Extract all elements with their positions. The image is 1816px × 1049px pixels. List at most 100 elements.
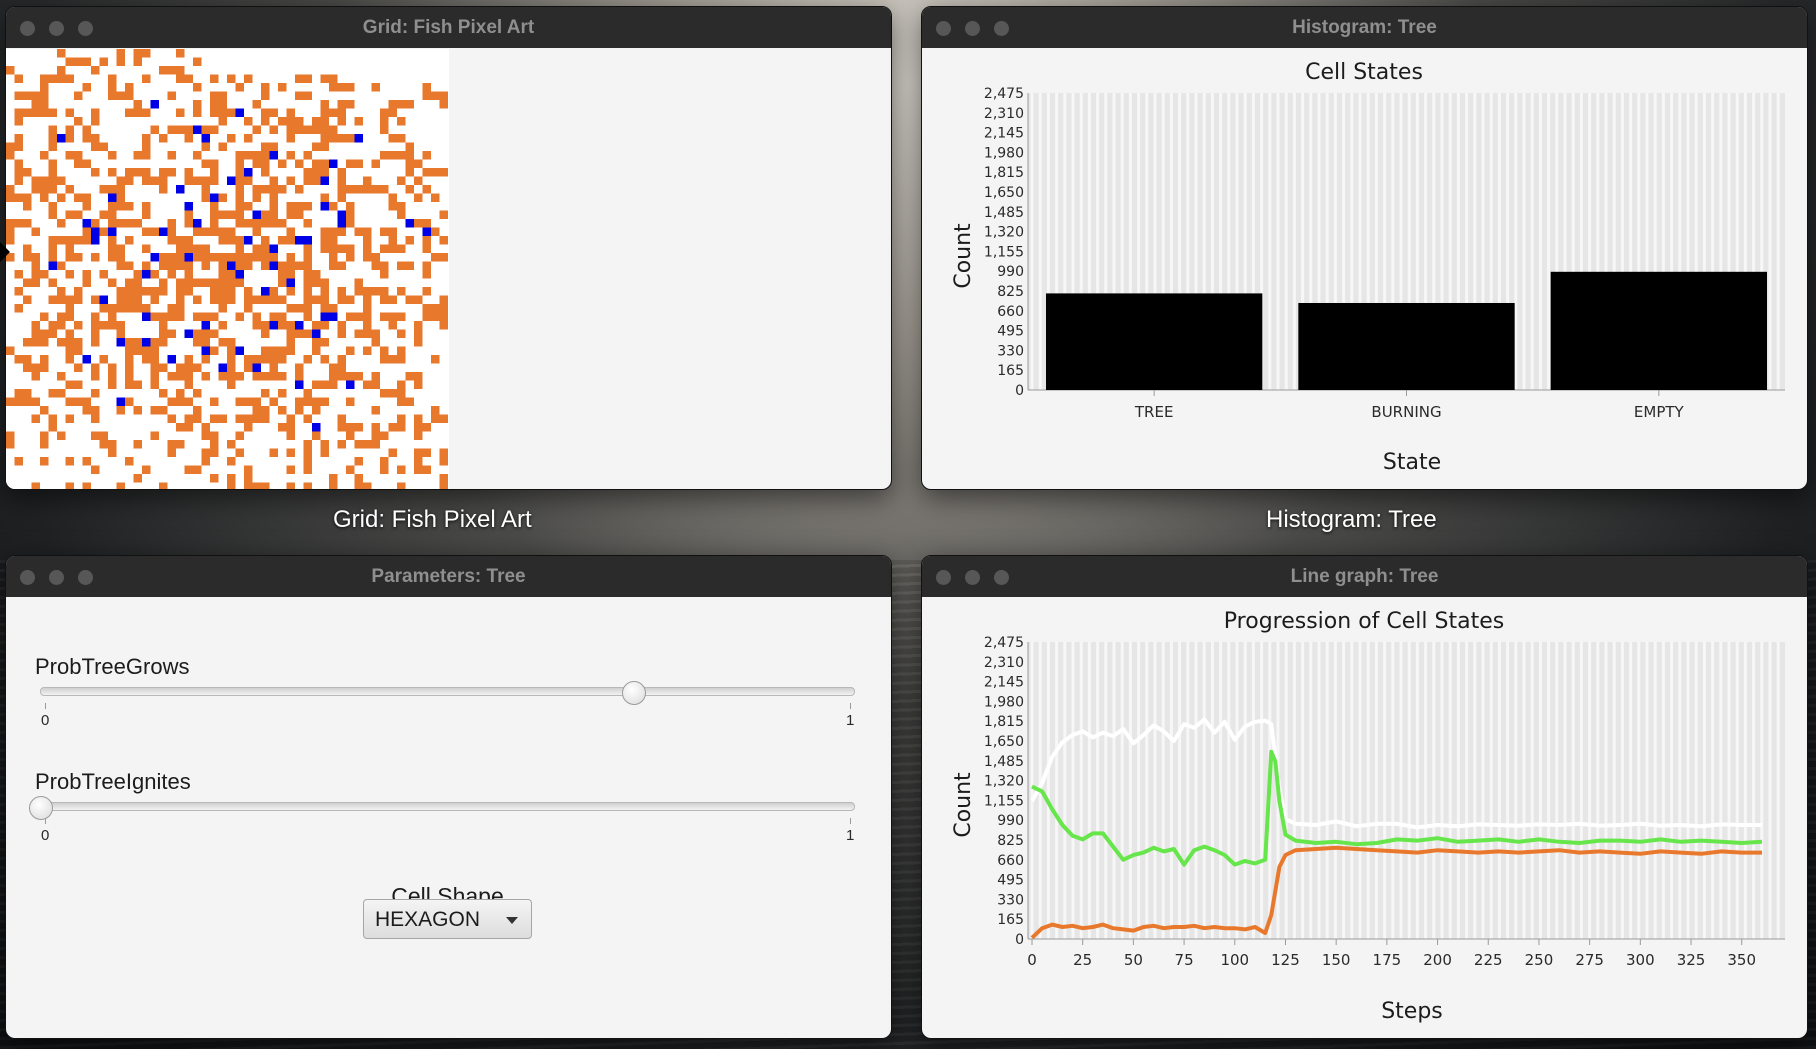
tree-cell bbox=[252, 414, 261, 423]
slider-track-prob-tree-grows[interactable] bbox=[40, 687, 855, 696]
close-window-button[interactable] bbox=[936, 570, 951, 585]
tree-cell bbox=[397, 414, 406, 423]
tree-cell bbox=[6, 142, 15, 151]
zoom-window-button[interactable] bbox=[994, 21, 1009, 36]
cell-grid[interactable] bbox=[6, 49, 891, 489]
y-tick-label: 1,815 bbox=[984, 165, 1024, 181]
tree-cell bbox=[278, 83, 287, 92]
tree-cell bbox=[303, 278, 312, 287]
minimize-window-button[interactable] bbox=[49, 570, 64, 585]
tree-cell bbox=[312, 406, 321, 415]
tree-cell bbox=[337, 168, 346, 177]
tree-cell bbox=[346, 219, 355, 228]
tree-cell bbox=[125, 91, 134, 100]
tree-cell bbox=[380, 125, 389, 134]
tree-cell bbox=[329, 236, 338, 245]
tree-cell bbox=[320, 380, 329, 389]
tree-cell bbox=[14, 304, 23, 313]
tree-cell bbox=[261, 168, 270, 177]
x-tick-label: 350 bbox=[1727, 951, 1756, 969]
tree-cell bbox=[312, 270, 321, 279]
tree-cell bbox=[286, 431, 295, 440]
tree-cell bbox=[14, 193, 23, 202]
tree-cell bbox=[116, 244, 125, 253]
x-tick-label: 175 bbox=[1373, 951, 1402, 969]
tree-cell bbox=[439, 236, 448, 245]
zoom-window-button[interactable] bbox=[78, 21, 93, 36]
tree-cell bbox=[235, 168, 244, 177]
y-tick-label: 165 bbox=[997, 912, 1024, 928]
tree-cell bbox=[48, 389, 57, 398]
close-window-button[interactable] bbox=[20, 21, 35, 36]
tree-cell bbox=[116, 287, 125, 296]
tree-cell bbox=[6, 431, 15, 440]
tree-cell bbox=[269, 202, 278, 211]
tree-cell bbox=[244, 482, 253, 489]
line-graph-window-titlebar[interactable]: Line graph: Tree bbox=[922, 556, 1807, 597]
tree-cell bbox=[278, 278, 287, 287]
tree-cell bbox=[354, 474, 363, 483]
slider-track-prob-tree-ignites[interactable] bbox=[40, 802, 855, 811]
burning-cell bbox=[320, 176, 329, 185]
tree-cell bbox=[346, 346, 355, 355]
y-tick-label: 2,310 bbox=[984, 106, 1024, 122]
tree-cell bbox=[286, 125, 295, 134]
tree-cell bbox=[244, 304, 253, 313]
y-tick-label: 1,320 bbox=[984, 225, 1024, 241]
tree-cell bbox=[414, 338, 423, 347]
slider-thumb-prob-tree-ignites[interactable] bbox=[29, 796, 53, 820]
tree-cell bbox=[108, 253, 117, 262]
tree-cell bbox=[65, 57, 74, 66]
minimize-window-button[interactable] bbox=[49, 21, 64, 36]
minimize-window-button[interactable] bbox=[965, 570, 980, 585]
close-window-button[interactable] bbox=[20, 570, 35, 585]
tree-cell bbox=[252, 219, 261, 228]
tree-cell bbox=[201, 448, 210, 457]
tree-cell bbox=[320, 338, 329, 347]
parameters-window-titlebar[interactable]: Parameters: Tree bbox=[6, 556, 891, 597]
zoom-window-button[interactable] bbox=[78, 570, 93, 585]
zoom-window-button[interactable] bbox=[994, 570, 1009, 585]
tree-cell bbox=[193, 295, 202, 304]
y-tick-label: 495 bbox=[997, 324, 1024, 340]
tree-cell bbox=[439, 457, 448, 466]
tree-cell bbox=[431, 312, 440, 321]
tree-cell bbox=[354, 185, 363, 194]
y-tick-label: 1,980 bbox=[984, 145, 1024, 161]
burning-cell bbox=[235, 108, 244, 117]
tree-cell bbox=[397, 380, 406, 389]
cell-shape-dropdown[interactable]: HEXAGON bbox=[363, 899, 532, 939]
tree-cell bbox=[244, 253, 253, 262]
tree-cell bbox=[269, 185, 278, 194]
histogram-window-titlebar[interactable]: Histogram: Tree bbox=[922, 7, 1807, 48]
bar bbox=[1046, 293, 1263, 390]
tree-cell bbox=[371, 159, 380, 168]
tree-cell bbox=[414, 176, 423, 185]
tree-cell bbox=[303, 329, 312, 338]
tree-cell bbox=[269, 193, 278, 202]
tree-cell bbox=[74, 193, 83, 202]
tree-cell bbox=[414, 457, 423, 466]
tree-cell bbox=[405, 261, 414, 270]
tree-cell bbox=[176, 261, 185, 270]
grid-window-titlebar[interactable]: Grid: Fish Pixel Art bbox=[6, 7, 891, 48]
tree-cell bbox=[252, 482, 261, 489]
burning-cell bbox=[405, 219, 414, 228]
tree-cell bbox=[278, 261, 287, 270]
burning-cell bbox=[184, 253, 193, 262]
minimize-window-button[interactable] bbox=[965, 21, 980, 36]
tree-cell bbox=[116, 57, 125, 66]
tree-cell bbox=[48, 125, 57, 134]
tree-cell bbox=[303, 168, 312, 177]
tree-cell bbox=[363, 304, 372, 313]
tree-cell bbox=[167, 261, 176, 270]
close-window-button[interactable] bbox=[936, 21, 951, 36]
chevron-down-icon bbox=[506, 917, 518, 924]
tree-cell bbox=[363, 176, 372, 185]
tree-cell bbox=[346, 100, 355, 109]
tree-cell bbox=[125, 338, 134, 347]
tree-cell bbox=[303, 465, 312, 474]
tree-cell bbox=[167, 168, 176, 177]
slider-thumb-prob-tree-grows[interactable] bbox=[622, 681, 647, 705]
tree-cell bbox=[329, 482, 338, 489]
